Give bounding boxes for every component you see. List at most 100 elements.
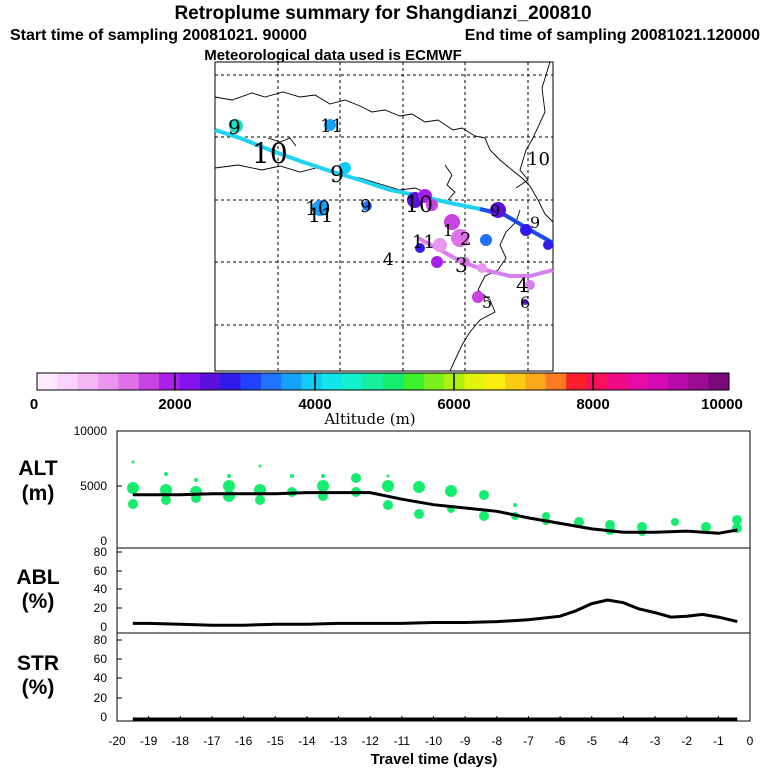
map-label: 4 [383, 250, 394, 270]
xaxis-tick-label: -16 [235, 734, 253, 748]
travel-time-axis: -20 -19 -18 -17 -16 -15 -14 -13 -12 -11 -10 -9 -8 -7-… [108, 716, 754, 748]
colorbar-segment [525, 373, 547, 390]
colorbar-segment [281, 373, 303, 390]
colorbar-segment [260, 373, 282, 390]
trajectory-map: 9 10 11 9 10 11 9 10 4 11 1 2 3 4 5 6 10… [214, 61, 554, 372]
colorbar-segment [627, 373, 649, 390]
xaxis-tick-label: -10 [425, 734, 443, 748]
map-label: 9 [490, 201, 500, 220]
colorbar-segment [159, 373, 180, 390]
str-ytick: 20 [94, 691, 108, 705]
met-data-label: Meteorological data used is ECMWF [204, 47, 462, 64]
str-yaxis: 80 60 40 20 0 [94, 633, 122, 724]
altitude-colorbar [37, 373, 730, 390]
xaxis-tick-label: -12 [362, 734, 380, 748]
abl-panel-unit: (%) [22, 590, 55, 613]
colorbar-tick: 4000 [298, 396, 331, 413]
colorbar-tick: 6000 [437, 396, 470, 413]
map-label: 10 [405, 193, 433, 218]
colorbar-tick: 10000 [701, 396, 743, 413]
map-label: 11 [412, 232, 435, 253]
colorbar-label: Altitude (m) [323, 410, 415, 428]
map-label: 11 [308, 203, 333, 227]
colorbar-segment [199, 373, 221, 390]
alt-ytick: 5000 [80, 479, 107, 493]
map-label: 9 [360, 196, 371, 217]
colorbar-segment [403, 373, 425, 390]
map-label: 10 [305, 196, 330, 220]
alt-panel-unit: (m) [22, 482, 55, 505]
colorbar-segment [57, 373, 79, 390]
colorbar-segment [688, 373, 710, 390]
map-day-labels: 9 10 11 9 10 11 9 10 4 11 1 2 3 4 5 6 10… [228, 115, 550, 312]
map-label: 9 [228, 115, 241, 139]
map-label: 6 [520, 293, 530, 312]
xaxis-tick-label: -14 [298, 734, 316, 748]
xaxis-tick-label: -13 [330, 734, 348, 748]
xaxis-tick-label: -18 [172, 734, 190, 748]
abl-panel-label: ABL [16, 566, 59, 589]
xaxis-tick-label: -9 [460, 734, 471, 748]
abl-ytick: 40 [94, 582, 108, 596]
xaxis-tick-label: -17 [203, 734, 221, 748]
xaxis-tick-label: -8 [491, 734, 502, 748]
abl-panel-frame [116, 547, 751, 634]
abl-ytick: 20 [94, 601, 108, 615]
xaxis-label: Travel time (days) [371, 751, 498, 768]
colorbar-segment [321, 373, 343, 390]
colorbar-segment [77, 373, 99, 390]
xaxis-tick-label: -3 [650, 734, 661, 748]
colorbar-segment [545, 373, 567, 390]
abl-ytick: 80 [94, 545, 108, 559]
colorbar-segment [484, 373, 506, 390]
end-time-label: End time of sampling 20081021.120000 [465, 27, 760, 44]
colorbar-segment [464, 373, 486, 390]
colorbar-segment [220, 373, 242, 390]
map-label: 5 [482, 293, 492, 312]
str-panel-unit: (%) [22, 676, 55, 699]
colorbar-segment [606, 373, 628, 390]
colorbar-segment [138, 373, 160, 390]
colorbar-segment [98, 373, 119, 390]
map-label: 1 [443, 221, 453, 240]
colorbar-segment [708, 373, 730, 390]
colorbar-segment [647, 373, 669, 390]
alt-series [132, 491, 738, 535]
str-ytick: 0 [100, 710, 107, 724]
xaxis-tick-label: -2 [681, 734, 692, 748]
colorbar-segment [667, 373, 689, 390]
colorbar-segment [301, 373, 323, 390]
map-graticule [215, 62, 553, 371]
xaxis-tick-label: -5 [586, 734, 597, 748]
start-time-label: Start time of sampling 20081021. 90000 [10, 27, 307, 44]
abl-yaxis: 80 60 40 20 0 [94, 545, 122, 634]
map-label: 4 [516, 273, 529, 297]
map-label: 3 [455, 253, 468, 277]
abl-line [132, 598, 738, 627]
str-panel-frame [116, 632, 751, 722]
xaxis-tick-label: -1 [713, 734, 724, 748]
colorbar-segment [118, 373, 140, 390]
xaxis-tick-label: -19 [140, 734, 158, 748]
colorbar-segment [179, 373, 201, 390]
colorbar-segment [342, 373, 364, 390]
colorbar-segment [362, 373, 384, 390]
map-label: 9 [530, 213, 540, 232]
colorbar-tick: 2000 [158, 396, 191, 413]
alt-line [132, 491, 738, 535]
alt-yaxis: 10000 5000 0 [74, 424, 122, 548]
str-ytick: 40 [94, 671, 108, 685]
xaxis-tick-label: -15 [267, 734, 285, 748]
figure-title: Retroplume summary for Shangdianzi_20081… [174, 3, 591, 24]
abl-ytick: 60 [94, 564, 108, 578]
colorbar-tick: 0 [30, 396, 38, 413]
colorbar-segment [586, 373, 608, 390]
map-label: 10 [527, 149, 550, 170]
colorbar-segment [37, 373, 58, 390]
alt-ytick: 0 [100, 534, 107, 548]
colorbar-ticks: 0 2000 4000 6000 8000 10000 [30, 396, 743, 413]
xaxis-tick-label: -4 [618, 734, 629, 748]
trajectory-markers [229, 119, 553, 305]
map-label: 11 [320, 116, 343, 137]
abl-ytick: 0 [100, 620, 107, 634]
